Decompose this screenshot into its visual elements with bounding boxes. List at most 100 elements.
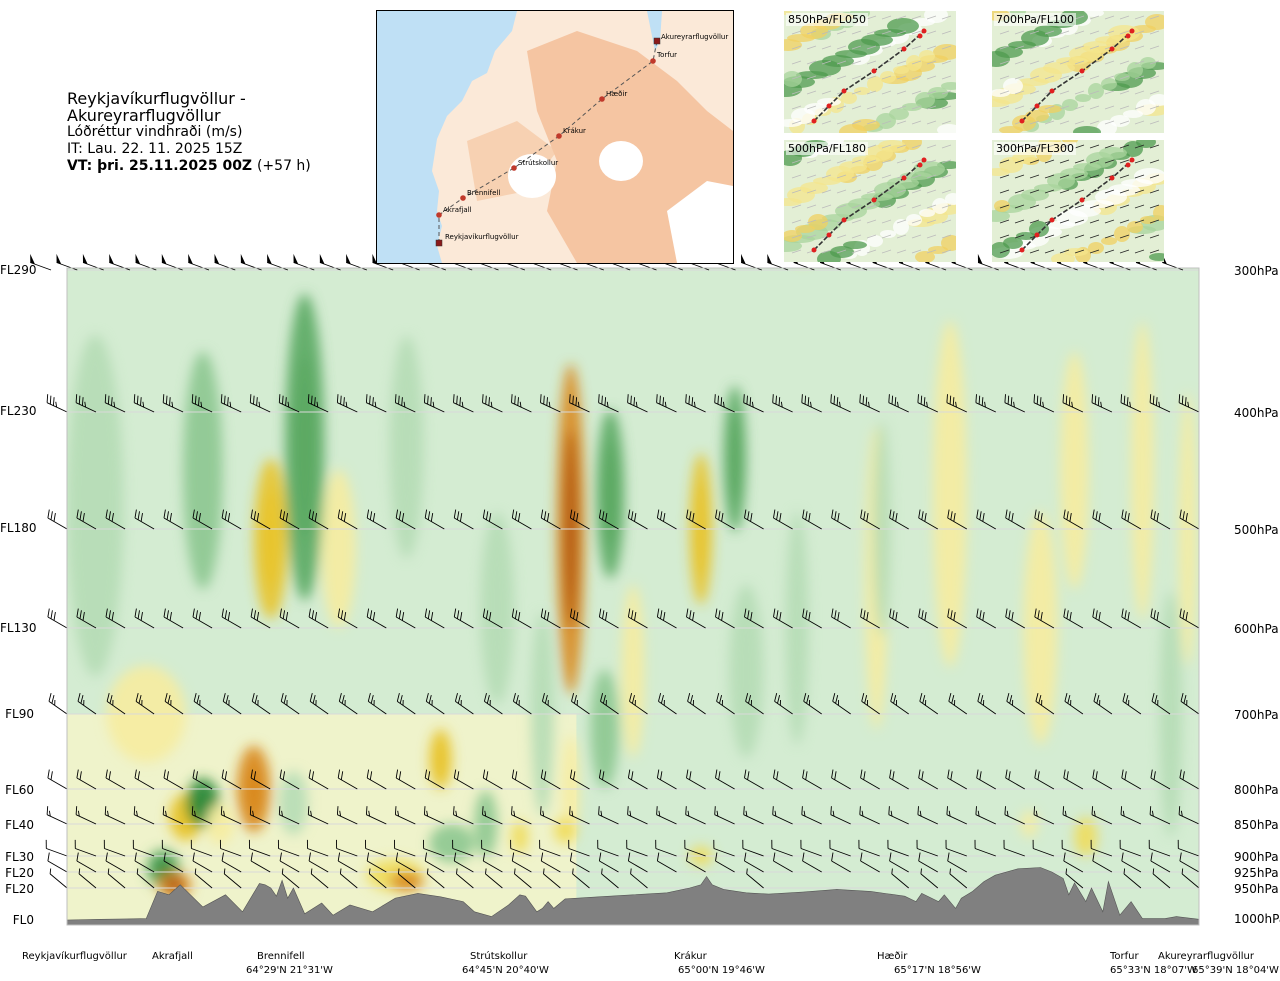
thumbnail-barb bbox=[941, 174, 952, 179]
wind-barb-shaft bbox=[1004, 402, 1025, 413]
wind-barb-shaft bbox=[163, 517, 184, 530]
route-line bbox=[438, 40, 658, 243]
wind-barb-feather bbox=[169, 612, 172, 621]
wind-barb-shaft bbox=[482, 402, 503, 413]
wind-barb-shaft bbox=[279, 777, 300, 790]
wind-barb-feather bbox=[862, 395, 865, 405]
wind-barb-feather bbox=[715, 852, 718, 862]
wind-barb-pennant bbox=[741, 253, 746, 265]
thumbnail-barb bbox=[999, 249, 1010, 254]
wind-barb bbox=[1091, 394, 1113, 413]
wind-barb-shaft bbox=[740, 262, 762, 271]
wind-barb-feather bbox=[1097, 397, 1100, 406]
wind-barb-shaft bbox=[134, 814, 155, 825]
wind-barb-feather bbox=[689, 771, 692, 780]
wind-barb-feather bbox=[1152, 395, 1155, 405]
wind-barb-feather bbox=[743, 806, 745, 815]
wind-barb-feather bbox=[111, 397, 113, 406]
wind-barb-shaft bbox=[221, 777, 242, 790]
wind-barb-feather bbox=[1183, 694, 1187, 704]
thumbnail-barb bbox=[866, 159, 877, 164]
wind-barb-feather bbox=[1040, 513, 1043, 522]
wind-barb-feather bbox=[779, 612, 782, 621]
wind-barb bbox=[365, 394, 387, 413]
thumbnail-barb bbox=[911, 120, 922, 125]
wind-barb-feather bbox=[543, 610, 547, 619]
wind-barb-feather bbox=[1005, 509, 1008, 519]
wind-barb bbox=[365, 806, 387, 825]
wind-barb-shaft bbox=[917, 814, 938, 825]
thumbnail-field-patch bbox=[902, 103, 922, 111]
wind-barb-shaft bbox=[134, 777, 155, 790]
wind-barb-shaft bbox=[716, 701, 735, 715]
wind-barb-feather bbox=[279, 852, 282, 862]
thumbnail-barb bbox=[1074, 159, 1085, 164]
wind-barb-shaft bbox=[656, 402, 677, 413]
thumbnail-barb bbox=[806, 60, 817, 65]
valid-time: VT: þri. 25.11.2025 00Z bbox=[67, 158, 253, 174]
wind-barb-feather bbox=[718, 610, 721, 619]
wind-barb-shaft bbox=[860, 860, 880, 873]
thumbnail-field-patch bbox=[1064, 248, 1088, 256]
wind-barb bbox=[598, 806, 619, 825]
thumbnail-barb bbox=[1089, 120, 1100, 125]
wind-barb-feather bbox=[656, 394, 658, 403]
wind-barb-feather bbox=[946, 806, 948, 815]
wind-barb-feather bbox=[512, 692, 516, 702]
wind-barb-feather bbox=[340, 511, 344, 520]
wind-barb-feather bbox=[401, 612, 405, 621]
wind-barb-feather bbox=[1179, 608, 1182, 618]
wind-barb-shaft bbox=[309, 701, 329, 715]
thumbnail-barb bbox=[941, 15, 952, 20]
wind-barb bbox=[192, 608, 213, 629]
wind-barb-shaft bbox=[772, 814, 793, 825]
wind-barb-feather bbox=[221, 608, 224, 618]
wind-barb-feather bbox=[340, 610, 344, 619]
thumbnail-barb bbox=[1044, 249, 1055, 254]
wind-barb-feather bbox=[78, 868, 81, 874]
wind-barb bbox=[135, 692, 155, 715]
wind-barb-shaft bbox=[597, 848, 619, 857]
thumbnail-barb bbox=[1044, 45, 1055, 50]
wind-barb-shaft bbox=[541, 860, 561, 873]
wind-barb-feather bbox=[310, 810, 312, 817]
wind-barb-shaft bbox=[365, 848, 387, 857]
wind-barb-shaft bbox=[483, 860, 503, 873]
wind-barb-shaft bbox=[888, 814, 909, 825]
thumbnail-barb bbox=[1029, 60, 1040, 65]
wind-barb bbox=[742, 839, 764, 857]
wind-barb-feather bbox=[946, 394, 948, 403]
wind-barb-feather bbox=[367, 692, 371, 702]
location-name: Hæðir bbox=[877, 951, 908, 962]
thumbnail-barb bbox=[821, 174, 832, 179]
wind-barb-feather bbox=[488, 513, 492, 522]
wind-barb-feather bbox=[977, 692, 981, 702]
wind-barb bbox=[686, 769, 706, 790]
thumbnail-barb bbox=[1104, 30, 1115, 35]
wind-barb-shaft bbox=[686, 777, 706, 790]
wind-barb-feather bbox=[810, 401, 812, 408]
wind-barb-pennant bbox=[56, 253, 62, 265]
wind-barb bbox=[1179, 852, 1200, 873]
wind-barb bbox=[767, 253, 789, 271]
wind-barb-feather bbox=[46, 394, 49, 403]
wind-barb bbox=[860, 769, 880, 790]
wind-barb bbox=[250, 852, 271, 873]
thumbnail-barb bbox=[1149, 75, 1160, 80]
wind-barb-feather bbox=[1091, 394, 1094, 403]
hpa-label: 500hPa bbox=[1234, 523, 1279, 537]
route-waypoint-marker bbox=[599, 96, 605, 102]
wind-barb bbox=[306, 839, 329, 857]
wind-barb-feather bbox=[685, 394, 687, 403]
wind-barb-feather bbox=[482, 769, 486, 779]
wind-barb-shaft bbox=[337, 517, 358, 530]
wind-barb bbox=[1032, 839, 1055, 857]
wind-barb bbox=[918, 852, 939, 873]
wind-barb-shaft bbox=[135, 701, 155, 715]
location-coord: 64°29'N 21°31'W bbox=[246, 965, 333, 976]
wind-barb-feather bbox=[895, 612, 898, 621]
wind-barb bbox=[656, 509, 677, 530]
wind-barb-shaft bbox=[308, 402, 329, 413]
location-name: Akrafjall bbox=[152, 951, 193, 962]
thumbnail-barb bbox=[999, 90, 1010, 95]
